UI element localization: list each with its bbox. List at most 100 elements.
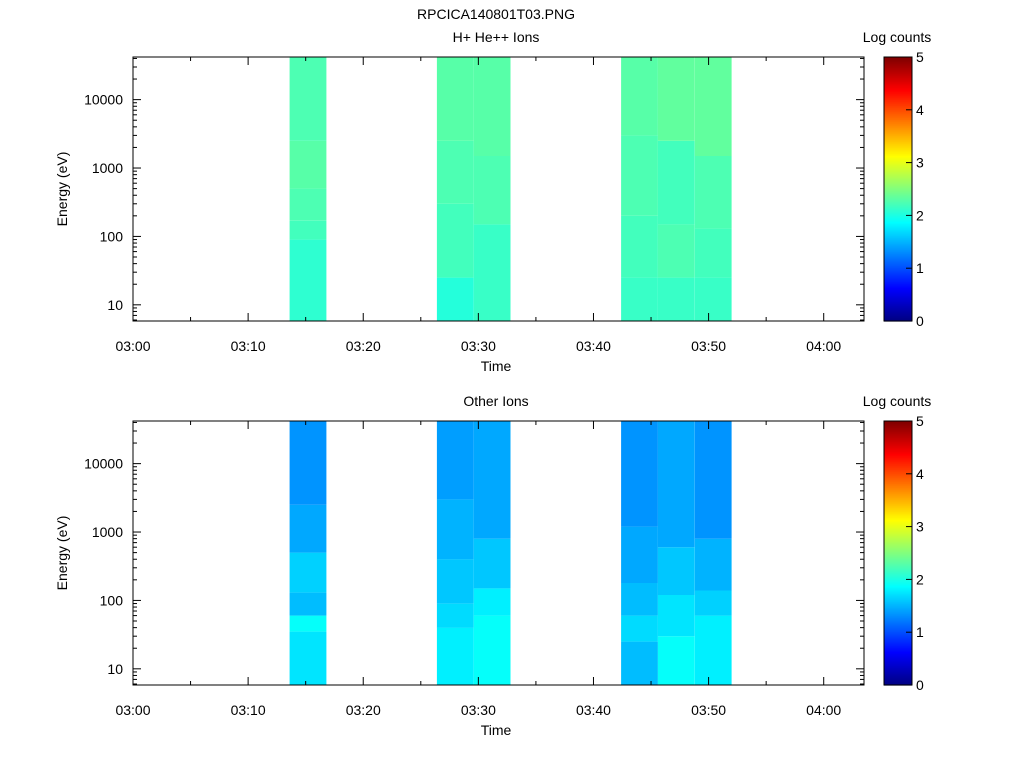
colorbar-swatch [884,167,912,170]
panel-top-colorbar-label: Log counts [863,29,932,45]
colorbar-swatch [884,213,912,216]
colorbar-swatch [884,621,912,624]
colorbar-swatch [884,283,912,286]
x-tick-label: 03:50 [691,702,726,718]
colorbar-swatch [884,155,912,158]
colorbar-swatch [884,135,912,138]
colorbar-swatch [884,623,912,626]
colorbar-swatch [884,641,912,644]
colorbar-swatch [884,481,912,484]
colorbar-swatch [884,673,912,676]
heatmap-cell [436,421,474,500]
colorbar-swatch [884,151,912,154]
colorbar-swatch [884,219,912,222]
colorbar-swatch [884,305,912,308]
colorbar-swatch [884,651,912,654]
colorbar-swatch [884,243,912,246]
colorbar-swatch [884,183,912,186]
colorbar-swatch [884,553,912,556]
colorbar-swatch [884,503,912,506]
colorbar-swatch [884,537,912,540]
y-tick-label: 10000 [84,92,123,108]
panel-top-ylabel: Energy (eV) [54,152,70,227]
y-tick-label: 100 [100,592,124,608]
colorbar-tick-label: 1 [916,624,924,640]
colorbar-swatch [884,133,912,136]
heatmap-cell [694,57,732,156]
colorbar-swatch [884,635,912,638]
colorbar-swatch [884,207,912,210]
heatmap-cell [694,615,732,685]
colorbar-swatch [884,627,912,630]
colorbar-swatch [884,235,912,238]
heatmap-cell [289,188,327,221]
colorbar-swatch [884,477,912,480]
colorbar-swatch [884,589,912,592]
colorbar-swatch [884,523,912,526]
colorbar-swatch [884,527,912,530]
x-tick-label: 03:00 [115,338,150,354]
colorbar-swatch [884,153,912,156]
colorbar-swatch [884,111,912,114]
colorbar-swatch [884,269,912,272]
heatmap-cell [436,499,474,560]
x-tick-label: 03:20 [346,702,381,718]
heatmap-cell [473,224,511,321]
panel-bottom-heatmap [289,421,732,685]
colorbar-swatch [884,309,912,312]
colorbar-swatch [884,67,912,70]
colorbar-swatch [884,613,912,616]
colorbar-swatch [884,285,912,288]
colorbar-swatch [884,615,912,618]
colorbar-swatch [884,181,912,184]
colorbar-swatch [884,671,912,674]
heatmap-cell [621,277,658,321]
colorbar-swatch [884,457,912,460]
panel-top-xlabel: Time [481,358,512,374]
colorbar-swatch [884,519,912,522]
colorbar-swatch [884,585,912,588]
colorbar-swatch [884,307,912,310]
panel-bottom-ylabel: Energy (eV) [54,516,70,591]
colorbar-swatch [884,511,912,514]
colorbar-swatch [884,215,912,218]
colorbar-swatch [884,479,912,482]
colorbar-swatch [884,607,912,610]
colorbar-swatch [884,465,912,468]
heatmap-cell [473,615,511,685]
heatmap-cell [621,526,658,583]
colorbar-swatch [884,121,912,124]
colorbar-swatch [884,649,912,652]
colorbar-swatch [884,441,912,444]
colorbar-swatch [884,73,912,76]
colorbar-swatch [884,587,912,590]
colorbar-tick-label: 0 [916,313,924,329]
colorbar-swatch [884,633,912,636]
colorbar-swatch [884,265,912,268]
heatmap-cell [621,135,658,216]
heatmap-cell [657,547,695,595]
heatmap-cell [436,140,474,204]
colorbar-swatch [884,559,912,562]
colorbar-swatch [884,119,912,122]
colorbar-swatch [884,629,912,632]
colorbar-swatch [884,499,912,502]
colorbar-swatch [884,149,912,152]
heatmap-cell [657,224,695,278]
panel-top-heatmap [289,57,732,321]
colorbar-swatch [884,315,912,318]
colorbar-swatch [884,677,912,680]
colorbar-tick-label: 1 [916,260,924,276]
colorbar-swatch [884,681,912,684]
heatmap-cell [436,203,474,278]
colorbar-swatch [884,461,912,464]
colorbar-swatch [884,517,912,520]
colorbar-swatch [884,95,912,98]
colorbar-swatch [884,513,912,516]
colorbar-swatch [884,195,912,198]
colorbar-swatch [884,675,912,678]
heatmap-cell [657,595,695,637]
panel-bottom-colorbar: 0 1 2 3 4 5 [883,413,924,693]
colorbar-swatch [884,79,912,82]
